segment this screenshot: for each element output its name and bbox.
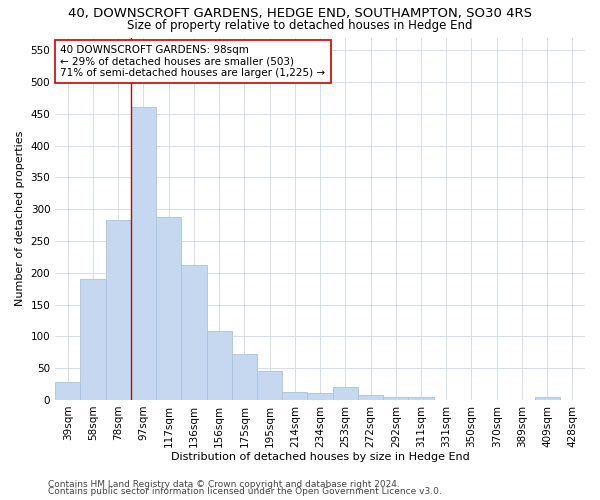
Bar (307, 393, 332, 400)
Bar (332, 387, 358, 400)
Y-axis label: Number of detached properties: Number of detached properties (15, 131, 25, 306)
Bar (282, 392, 307, 400)
Bar (383, 397, 409, 400)
Bar (358, 395, 383, 400)
Text: 40, DOWNSCROFT GARDENS, HEDGE END, SOUTHAMPTON, SO30 4RS: 40, DOWNSCROFT GARDENS, HEDGE END, SOUTH… (68, 8, 532, 20)
Text: 40 DOWNSCROFT GARDENS: 98sqm
← 29% of detached houses are smaller (503)
71% of s: 40 DOWNSCROFT GARDENS: 98sqm ← 29% of de… (61, 44, 326, 78)
Bar (206, 332, 232, 400)
Bar (535, 397, 560, 400)
Bar (106, 220, 131, 400)
Bar (409, 397, 434, 400)
Bar (257, 370, 282, 400)
Bar (232, 354, 257, 400)
Bar (181, 265, 206, 400)
Bar (55, 382, 80, 400)
Bar (156, 217, 181, 400)
Text: Contains public sector information licensed under the Open Government Licence v3: Contains public sector information licen… (48, 487, 442, 496)
Bar (80, 279, 106, 400)
X-axis label: Distribution of detached houses by size in Hedge End: Distribution of detached houses by size … (171, 452, 469, 462)
Text: Contains HM Land Registry data © Crown copyright and database right 2024.: Contains HM Land Registry data © Crown c… (48, 480, 400, 489)
Bar (131, 108, 156, 400)
Text: Size of property relative to detached houses in Hedge End: Size of property relative to detached ho… (127, 18, 473, 32)
